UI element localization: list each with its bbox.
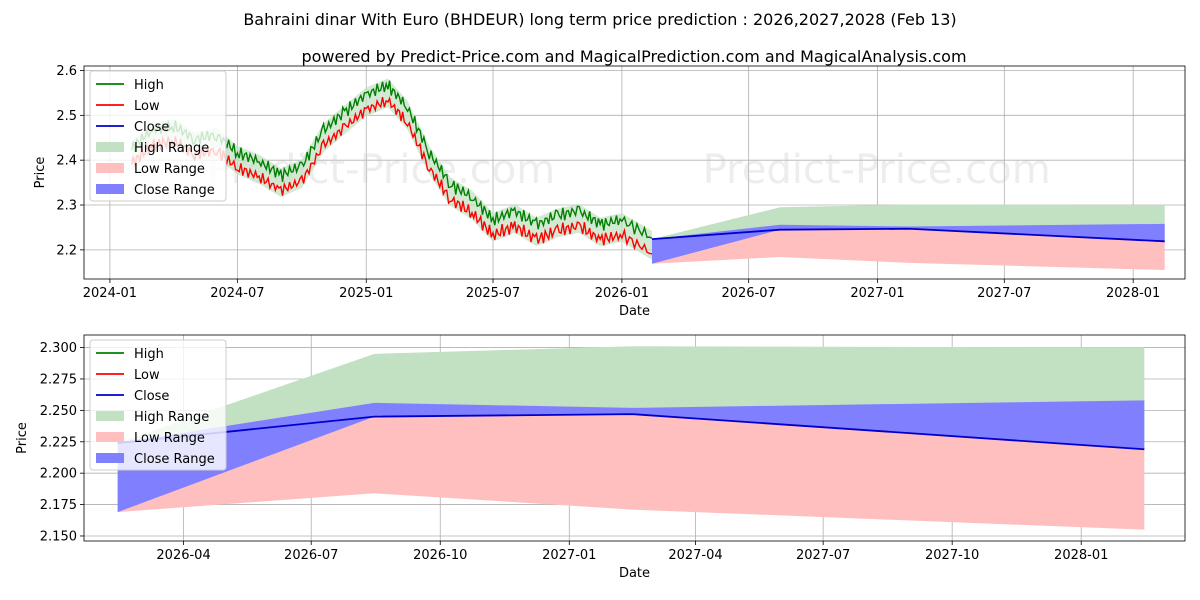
x-tick-label: 2026-07 (284, 548, 338, 563)
legend-label: Close Range (134, 183, 215, 198)
x-tick-label: 2025-01 (339, 286, 393, 301)
legend: High Low Close High Range Low Range Close Ran… (89, 339, 227, 471)
x-tick-label: 2027-01 (542, 548, 596, 563)
legend-label: Close Range (134, 452, 215, 467)
x-tick-label: 2028-01 (1106, 286, 1160, 301)
close-range-area (652, 223, 1165, 264)
legend-patch-swatch (96, 163, 124, 173)
x-tick-label: 2028-01 (1054, 548, 1108, 563)
y-tick-label: 2.200 (40, 467, 77, 482)
legend-patch-swatch (96, 411, 124, 421)
x-tick-label: 2026-10 (413, 548, 467, 563)
y-tick-label: 2.150 (40, 529, 77, 544)
close-range-area (117, 400, 1145, 513)
legend-label: Close (134, 389, 169, 404)
plot-frame (83, 65, 1186, 280)
x-tick-label: 2026-07 (721, 286, 775, 301)
x-tick-label: 2027-07 (796, 548, 850, 563)
low-range-area (117, 414, 1145, 530)
x-tick-label: 2024-07 (210, 286, 264, 301)
legend-patch-swatch (96, 432, 124, 442)
high-range-area (652, 204, 1165, 264)
y-tick-label: 2.4 (56, 154, 77, 169)
y-tick-label: 2.2 (56, 243, 77, 258)
legend-label: Close (134, 120, 169, 135)
y-tick-label: 2.6 (56, 64, 77, 79)
y-tick-label: 2.300 (40, 341, 77, 356)
legend-label: High Range (134, 410, 209, 425)
x-tick-label: 2027-10 (925, 548, 979, 563)
x-tick-label: 2025-07 (466, 286, 520, 301)
legend-label: High (134, 347, 164, 362)
x-tick-label: 2026-01 (595, 286, 649, 301)
y-tick-label: 2.275 (40, 372, 77, 387)
legend-patch-swatch (96, 184, 124, 194)
x-tick-label: 2027-07 (977, 286, 1031, 301)
y-tick-label: 2.3 (56, 199, 77, 214)
plot-frame (83, 334, 1186, 542)
legend-label: Low (134, 368, 160, 383)
chart-title: Bahraini dinar With Euro (BHDEUR) long t… (243, 10, 956, 29)
watermark-text: Predict-Price.com (703, 147, 1051, 193)
x-tick-label: 2027-01 (850, 286, 904, 301)
chart-subtitle: powered by Predict-Price.com and Magical… (301, 47, 966, 66)
y-axis-label: Price (33, 157, 48, 189)
legend-label: Low (134, 99, 160, 114)
x-tick-label: 2027-04 (668, 548, 722, 563)
y-axis-label: Price (15, 422, 30, 454)
legend: High Low Close High Range Low Range Close Ran… (89, 70, 227, 202)
x-axis-label: Date (619, 304, 650, 319)
legend-patch-swatch (96, 142, 124, 152)
close-forecast-line (117, 413, 1145, 451)
close-forecast-line (651, 227, 1165, 243)
top-panel: 2024-01 2024-07 2025-01 2025-07 2026-01 2026-… (33, 64, 1186, 319)
x-axis-label: Date (619, 566, 650, 581)
x-tick-label: 2026-04 (156, 548, 210, 563)
history-range-band (131, 78, 653, 260)
legend-label: Low Range (134, 431, 205, 446)
legend-label: Low Range (134, 162, 205, 177)
legend-label: High (134, 78, 164, 93)
y-tick-label: 2.225 (40, 435, 77, 450)
low-range-area (652, 228, 1165, 271)
high-range-area (117, 346, 1145, 513)
legend-patch-swatch (96, 453, 124, 463)
x-tick-label: 2024-01 (83, 286, 137, 301)
legend-label: High Range (134, 141, 209, 156)
bottom-panel: 2026-04 2026-07 2026-10 2027-01 2027-04 2027-… (15, 334, 1186, 581)
y-tick-label: 2.175 (40, 498, 77, 513)
y-tick-label: 2.5 (56, 109, 77, 124)
y-tick-label: 2.250 (40, 404, 77, 419)
